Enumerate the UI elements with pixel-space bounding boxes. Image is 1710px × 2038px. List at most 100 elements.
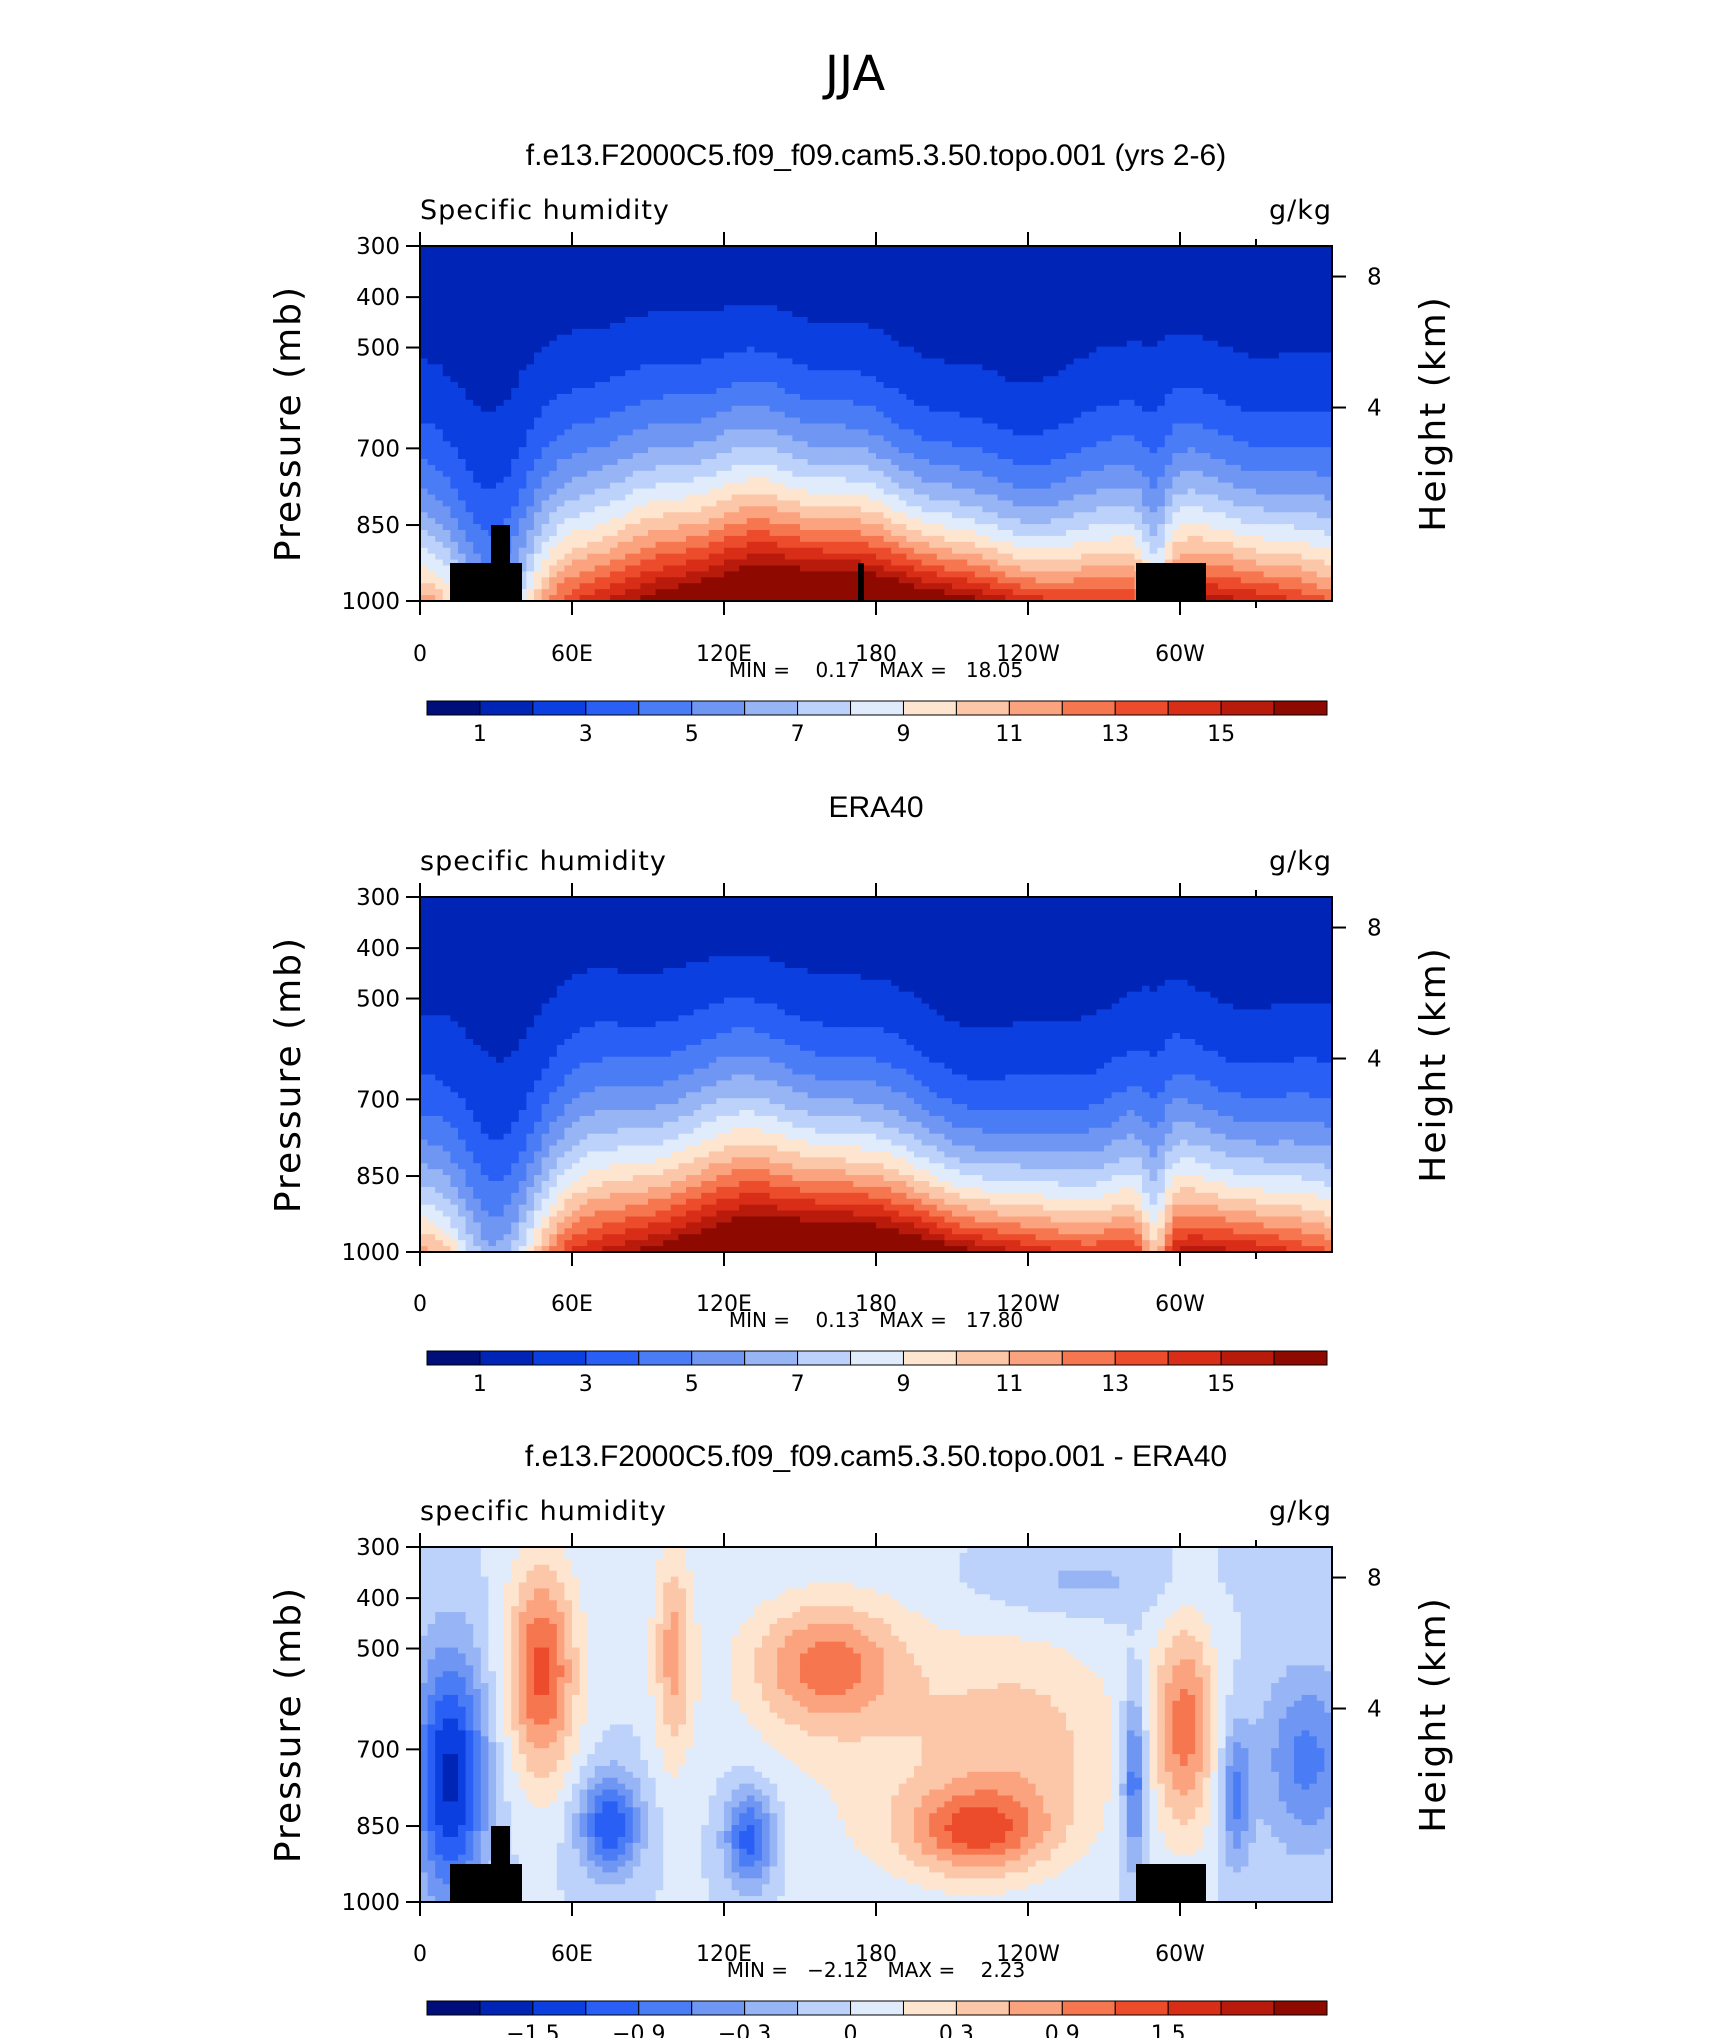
- field-cell: [526, 388, 535, 395]
- field-cell: [594, 364, 603, 371]
- field-cell: [1096, 317, 1105, 324]
- field-cell: [1210, 417, 1219, 425]
- field-cell: [1073, 257, 1082, 265]
- field-cell: [503, 382, 512, 389]
- field-cell: [594, 376, 603, 383]
- field-cell: [1119, 340, 1128, 348]
- field-cell: [686, 358, 695, 365]
- field-cell: [465, 464, 474, 472]
- field-cell: [686, 429, 695, 436]
- field-cell: [769, 269, 778, 277]
- field-cell: [670, 281, 679, 289]
- field-cell: [1164, 470, 1173, 478]
- field-cell: [1248, 482, 1257, 490]
- field-cell: [1157, 453, 1166, 460]
- field-cell: [1240, 246, 1249, 253]
- field-cell: [898, 399, 907, 407]
- field-cell: [648, 370, 657, 377]
- field-cell: [572, 417, 581, 425]
- field-cell: [1111, 429, 1120, 436]
- field-cell: [853, 281, 862, 289]
- field-cell: [1233, 352, 1242, 360]
- field-cell: [640, 388, 649, 395]
- field-cell: [1210, 246, 1219, 253]
- field-cell: [701, 453, 710, 460]
- field-cell: [1043, 441, 1052, 448]
- field-cell: [1248, 281, 1257, 289]
- field-cell: [1225, 293, 1234, 300]
- field-cell: [594, 423, 603, 431]
- field-cell: [898, 311, 907, 318]
- field-cell: [693, 388, 702, 395]
- field-cell: [549, 435, 558, 442]
- field-cell: [1164, 281, 1173, 289]
- field-cell: [1316, 311, 1325, 318]
- field-cell: [1012, 364, 1021, 371]
- field-cell: [1104, 269, 1113, 277]
- field-cell: [579, 305, 588, 312]
- field-cell: [914, 423, 923, 431]
- field-cell: [822, 364, 831, 371]
- field-cell: [1088, 423, 1097, 431]
- field-cell: [1218, 447, 1227, 454]
- field-cell: [929, 275, 938, 283]
- field-cell: [1294, 470, 1303, 478]
- field-cell: [450, 417, 459, 425]
- field-cell: [518, 382, 527, 389]
- field-cell: [610, 411, 619, 419]
- field-cell: [1301, 370, 1310, 377]
- field-cell: [1066, 441, 1075, 448]
- field-cell: [853, 376, 862, 383]
- field-cell: [746, 441, 755, 448]
- field-cell: [982, 459, 991, 466]
- field-cell: [503, 263, 512, 271]
- field-cell: [678, 299, 687, 306]
- field-cell: [997, 482, 1006, 490]
- field-cell: [944, 476, 953, 484]
- field-cell: [427, 459, 436, 466]
- field-cell: [1202, 447, 1211, 454]
- field-cell: [427, 275, 436, 283]
- field-cell: [663, 441, 672, 448]
- field-cell: [1187, 435, 1196, 442]
- field-cell: [473, 263, 482, 271]
- field-cell: [724, 311, 733, 318]
- field-cell: [1301, 281, 1310, 289]
- field-cell: [1088, 299, 1097, 306]
- field-cell: [1028, 346, 1037, 354]
- field-cell: [1271, 311, 1280, 318]
- field-cell: [1073, 352, 1082, 360]
- field-cell: [929, 435, 938, 442]
- field-cell: [427, 447, 436, 454]
- field-cell: [1180, 376, 1189, 383]
- field-cell: [1271, 464, 1280, 472]
- field-cell: [511, 317, 520, 324]
- field-cell: [936, 423, 945, 431]
- field-cell: [792, 328, 801, 336]
- field-cell: [860, 453, 869, 460]
- field-cell: [807, 464, 816, 472]
- field-cell: [997, 388, 1006, 395]
- field-cell: [625, 287, 634, 294]
- field-cell: [792, 399, 801, 407]
- field-cell: [1005, 287, 1014, 294]
- field-cell: [670, 441, 679, 448]
- field-cell: [746, 435, 755, 442]
- field-cell: [1218, 482, 1227, 490]
- field-cell: [1316, 275, 1325, 283]
- field-cell: [792, 352, 801, 360]
- field-cell: [1157, 352, 1166, 360]
- field-cell: [594, 417, 603, 425]
- field-cell: [1126, 317, 1135, 324]
- field-cell: [458, 334, 467, 342]
- field-cell: [1058, 246, 1067, 253]
- field-cell: [1218, 281, 1227, 289]
- field-cell: [830, 263, 839, 271]
- field-cell: [686, 382, 695, 389]
- field-cell: [822, 411, 831, 419]
- field-cell: [488, 358, 497, 365]
- field-cell: [914, 328, 923, 336]
- field-cell: [746, 299, 755, 306]
- field-cell: [511, 423, 520, 431]
- field-cell: [556, 334, 565, 342]
